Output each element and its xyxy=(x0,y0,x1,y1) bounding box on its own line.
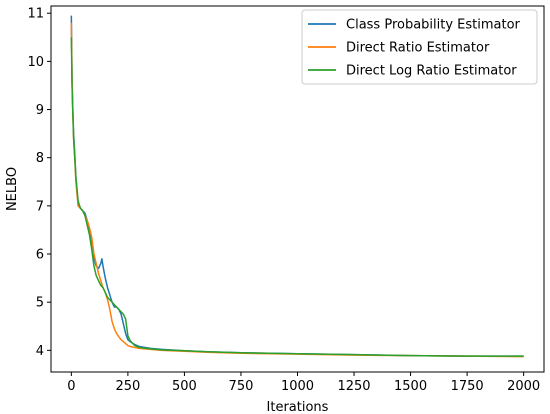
y-tick-label: 11 xyxy=(27,7,44,22)
series-layer xyxy=(70,15,524,358)
x-tick-label: 1000 xyxy=(281,379,314,394)
y-tick-label: 8 xyxy=(36,151,44,166)
legend-label-2: Direct Ratio Estimator xyxy=(346,41,490,56)
series-line-3 xyxy=(70,37,524,357)
y-axis: 4 5 6 7 8 9 10 11 xyxy=(27,7,51,359)
x-tick-label: 0 xyxy=(67,379,75,394)
x-axis: 0 250 500 750 1000 1250 1500 1750 2000 xyxy=(67,372,540,394)
x-tick-label: 1500 xyxy=(394,379,427,394)
legend: Class Probability Estimator Direct Ratio … xyxy=(301,9,538,85)
x-tick-label: 1750 xyxy=(451,379,484,394)
legend-label-3: Direct Log Ratio Estimator xyxy=(346,64,517,79)
y-tick-label: 10 xyxy=(27,55,44,70)
x-tick-label: 2000 xyxy=(507,379,540,394)
y-tick-label: 4 xyxy=(36,344,44,359)
y-tick-label: 7 xyxy=(36,199,44,214)
legend-label-1: Class Probability Estimator xyxy=(346,18,521,33)
y-tick-label: 6 xyxy=(36,248,44,263)
y-tick-label: 5 xyxy=(36,296,44,311)
y-tick-label: 9 xyxy=(36,103,44,118)
x-tick-label: 250 xyxy=(115,379,140,394)
x-tick-label: 750 xyxy=(229,379,254,394)
x-tick-label: 1250 xyxy=(337,379,370,394)
x-axis-label: Iterations xyxy=(267,400,329,414)
y-axis-label: NELBO xyxy=(5,167,20,211)
x-tick-label: 500 xyxy=(172,379,197,394)
legend-box xyxy=(301,9,538,85)
